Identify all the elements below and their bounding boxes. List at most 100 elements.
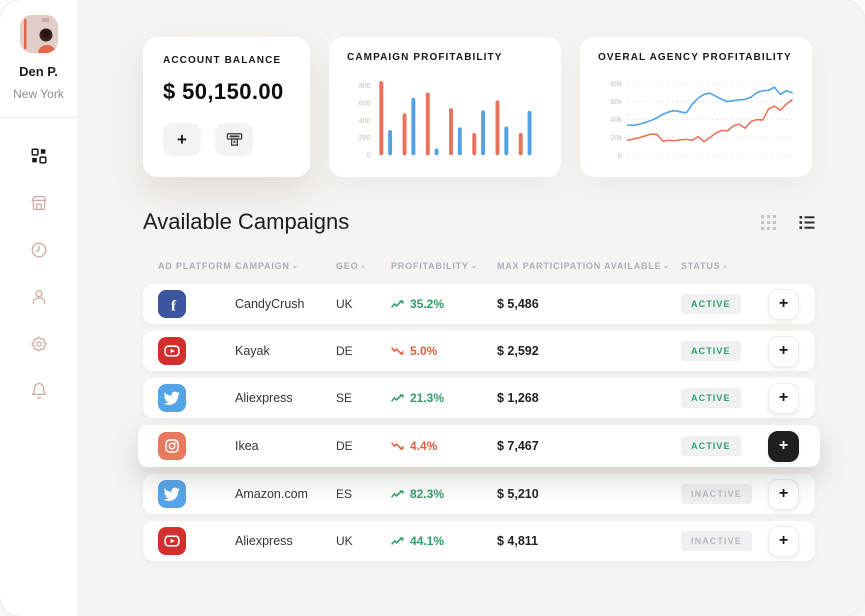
sort-caret-icon <box>292 265 297 269</box>
trend-up-icon <box>391 300 404 308</box>
sidebar-item-dashboard[interactable] <box>29 146 49 166</box>
account-balance-amount: $ 50,150.00 <box>163 79 284 104</box>
add-campaign-button[interactable]: + <box>768 478 799 510</box>
svg-text:600: 600 <box>359 100 371 107</box>
table-row[interactable]: Amazon.com ES 82.3% $ 5,210 INACTIVE + <box>143 474 815 514</box>
balance-actions: + <box>163 123 290 156</box>
cell-max-participation: $ 5,486 <box>497 297 539 311</box>
cell-platform <box>158 480 235 508</box>
campaign-profitability-title: CAMPAIGN PROFITABILITY <box>347 52 503 63</box>
account-balance-title: ACCOUNT BALANCE <box>163 55 282 66</box>
sort-caret-icon <box>471 265 476 269</box>
column-max-participation[interactable]: MAX PARTICIPATION AVAILABLE <box>497 261 681 271</box>
svg-text:800: 800 <box>359 83 371 90</box>
campaigns-header: Available Campaigns <box>143 209 815 235</box>
table-row[interactable]: Kayak DE 5.0% $ 2,592 ACTIVE + <box>143 331 815 371</box>
youtube-icon <box>158 337 186 365</box>
dashboard-icon <box>31 148 46 164</box>
sidebar-item-profile[interactable] <box>29 287 49 307</box>
list-view-button[interactable] <box>799 215 815 230</box>
table-row[interactable]: Aliexpress SE 21.3% $ 1,268 ACTIVE + <box>143 378 815 418</box>
svg-text:60k: 60k <box>610 98 622 106</box>
column-campaign[interactable]: CAMPAIGN <box>235 261 336 271</box>
column-status[interactable]: STATUS <box>681 261 767 271</box>
avatar-photo <box>19 15 58 53</box>
cell-profitability: 44.1% <box>391 534 497 548</box>
bell-icon <box>31 382 46 399</box>
svg-text:200: 200 <box>359 135 371 142</box>
svg-text:400: 400 <box>359 118 371 125</box>
column-geo[interactable]: GEO <box>336 261 391 271</box>
view-toggles <box>760 214 815 231</box>
add-campaign-button[interactable]: + <box>768 335 799 367</box>
facebook-icon: f <box>158 290 186 318</box>
sort-caret-icon <box>361 265 366 269</box>
cell-campaign: Aliexpress <box>235 391 293 405</box>
campaign-profitability-card: CAMPAIGN PROFITABILITY 0 200 400 600 800 <box>329 37 561 177</box>
status-badge: ACTIVE <box>681 436 741 456</box>
cell-status: ACTIVE <box>681 341 767 361</box>
cell-geo: UK <box>336 297 353 311</box>
trend-up-icon <box>391 490 404 498</box>
svg-text:0: 0 <box>618 152 622 160</box>
user-icon <box>32 289 45 305</box>
add-campaign-button[interactable]: + <box>768 525 799 557</box>
store-icon <box>31 195 46 211</box>
sort-caret-icon <box>664 265 669 269</box>
status-badge: INACTIVE <box>681 531 752 551</box>
table-row[interactable]: Aliexpress UK 44.1% $ 4,811 INACTIVE + <box>143 521 815 561</box>
youtube-icon <box>158 527 186 555</box>
svg-text:40k: 40k <box>610 116 622 124</box>
sidebar-item-notifications[interactable] <box>29 381 49 401</box>
svg-text:0: 0 <box>367 153 371 160</box>
user-name: Den P. <box>19 64 58 79</box>
status-badge: ACTIVE <box>681 294 741 314</box>
cell-platform <box>158 432 235 460</box>
sidebar-item-history[interactable] <box>29 240 49 260</box>
status-badge: ACTIVE <box>681 341 741 361</box>
account-balance-card: ACCOUNT BALANCE $ 50,150.00 + <box>143 37 310 177</box>
trend-down-icon <box>391 442 404 450</box>
cell-campaign: CandyCrush <box>235 297 305 311</box>
add-campaign-button[interactable]: + <box>768 430 799 462</box>
cell-status: ACTIVE <box>681 294 767 314</box>
atm-withdraw-icon <box>226 133 242 146</box>
add-funds-button[interactable]: + <box>163 123 201 156</box>
cell-campaign: Kayak <box>235 344 270 358</box>
sidebar-nav <box>29 146 49 401</box>
cell-max-participation: $ 1,268 <box>497 391 539 405</box>
cell-max-participation: $ 2,592 <box>497 344 539 358</box>
cell-platform: f <box>158 290 235 318</box>
main-content: ACCOUNT BALANCE $ 50,150.00 + <box>77 0 865 616</box>
cell-max-participation: $ 5,210 <box>497 487 539 501</box>
trend-up-icon <box>391 394 404 402</box>
sort-caret-icon <box>723 265 728 269</box>
svg-text:f: f <box>171 299 177 315</box>
cell-max-participation: $ 7,467 <box>497 439 539 453</box>
cell-geo: ES <box>336 487 353 501</box>
table-row[interactable]: f CandyCrush UK 35.2% $ 5,486 ACTIVE + <box>143 284 815 324</box>
svg-text:80k: 80k <box>610 80 622 88</box>
trend-up-icon <box>391 537 404 545</box>
campaigns-table: f CandyCrush UK 35.2% $ 5,486 ACTIVE + K… <box>138 284 820 561</box>
column-ad-platform[interactable]: AD PLATFORM <box>158 261 239 271</box>
sort-caret-icon <box>234 265 239 269</box>
status-badge: INACTIVE <box>681 484 752 504</box>
sidebar: Den P. New York <box>0 0 77 616</box>
table-row[interactable]: Ikea DE 4.4% $ 7,467 ACTIVE + <box>138 425 820 467</box>
cell-status: ACTIVE <box>681 436 767 456</box>
add-campaign-button[interactable]: + <box>768 382 799 414</box>
cell-status: INACTIVE <box>681 531 767 551</box>
withdraw-button[interactable] <box>215 123 253 156</box>
cell-campaign: Ikea <box>235 439 259 453</box>
add-campaign-button[interactable]: + <box>768 288 799 320</box>
avatar[interactable] <box>19 15 58 53</box>
sidebar-item-store[interactable] <box>29 193 49 213</box>
trend-down-icon <box>391 347 404 355</box>
grid-view-button[interactable] <box>760 214 777 231</box>
sidebar-item-settings[interactable] <box>29 334 49 354</box>
list-view-icon <box>799 215 815 229</box>
campaign-profitability-chart: 0 200 400 600 800 <box>359 81 532 160</box>
column-profitability[interactable]: PROFITABILITY <box>391 261 497 271</box>
